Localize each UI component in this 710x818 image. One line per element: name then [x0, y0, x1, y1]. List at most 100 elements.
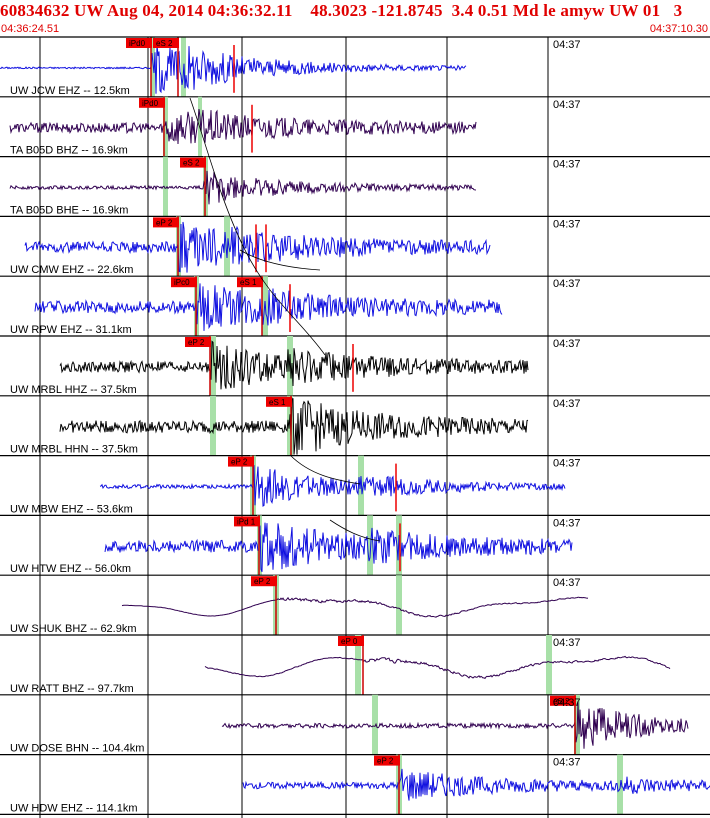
pick-flag[interactable]	[126, 38, 152, 48]
pick-flag[interactable]	[251, 576, 277, 587]
pick-label: eS 1	[269, 398, 286, 407]
event-title: 60834632 UW Aug 04, 2014 04:36:32.11 48.…	[0, 1, 683, 20]
minute-tick-label: 04:37	[553, 218, 581, 230]
pick-label: eS 2	[156, 39, 173, 48]
pick-window	[396, 575, 402, 635]
pick-flag[interactable]	[374, 755, 400, 766]
trace-row[interactable]: iPd0 TA B05D BHZ -- 16.9km 04:37	[0, 96, 710, 158]
pick-window	[210, 395, 216, 456]
station-label: TA B05D BHZ -- 16.9km	[10, 145, 128, 157]
pick-flag[interactable]	[338, 636, 364, 646]
trace-row[interactable]: iPd0 eS 2 UW JCW EHZ -- 12.5km 04:37	[0, 37, 710, 98]
moveout-curve	[239, 249, 321, 271]
station-label: UW CMW EHZ -- 22.6km	[10, 264, 133, 276]
trace-row[interactable]: eP 2 UW CMW EHZ -- 22.6km 04:37	[0, 216, 710, 277]
station-label: UW MRBL HHN -- 37.5km	[10, 444, 138, 456]
waveform	[242, 768, 710, 801]
minute-tick-label: 04:37	[553, 637, 581, 649]
station-label: UW RATT BHZ -- 97.7km	[10, 683, 134, 695]
pick-label: eP 2	[188, 338, 205, 347]
station-label: UW DOSE BHN -- 104.4km	[10, 743, 144, 755]
pick-window	[163, 96, 168, 157]
minute-tick-label: 04:37	[553, 577, 581, 589]
station-label: UW HTW EHZ -- 56.0km	[10, 563, 131, 575]
pick-flag[interactable]	[266, 396, 292, 407]
pick-flag[interactable]	[185, 337, 211, 347]
station-label: UW SHUK BHZ -- 62.9km	[10, 623, 137, 635]
pick-window	[198, 96, 202, 157]
trace-row[interactable]: eP 2 UW SHUK BHZ -- 62.9km 04:37	[0, 575, 710, 636]
pick-flag[interactable]	[237, 277, 263, 288]
pick-label: eS 2	[553, 697, 570, 706]
minute-tick-label: 04:37	[553, 159, 581, 171]
moveout-curve	[329, 519, 381, 542]
end-time: 04:37:10.30	[649, 23, 708, 35]
trace-row[interactable]: eS 2 UW DOSE BHN -- 104.4km 04:37	[0, 694, 710, 756]
pick-flag[interactable]	[171, 277, 197, 288]
waveform	[204, 655, 671, 680]
pick-window	[355, 635, 361, 695]
trace-row[interactable]: iPc0 eS 1 UW RPW EHZ -- 31.1km 04:37	[0, 276, 710, 337]
pick-flag[interactable]	[153, 38, 179, 48]
waveform	[99, 465, 566, 507]
pick-label: eP 2	[231, 458, 248, 467]
trace-row[interactable]: eP 2 UW HDW EHZ -- 114.1km 04:37	[0, 754, 710, 816]
waveform	[104, 522, 573, 572]
waveform	[0, 44, 467, 94]
pick-flag[interactable]	[139, 97, 165, 108]
waveform	[9, 108, 477, 145]
minute-tick-label: 04:37	[553, 757, 581, 769]
waveform	[59, 398, 529, 455]
pick-label: iPd0	[142, 99, 159, 108]
pick-window	[372, 694, 378, 755]
pick-label: eS 1	[240, 278, 257, 287]
trace-row[interactable]: eP 0 UW RATT BHZ -- 97.7km 04:37	[0, 635, 710, 696]
trace-row[interactable]: iPd 1 UW HTW EHZ -- 56.0km 04:37	[0, 515, 710, 576]
station-label: UW HDW EHZ -- 114.1km	[10, 802, 138, 814]
s-wave-moveout-curve	[189, 97, 326, 356]
minute-tick-label: 04:37	[553, 398, 581, 410]
pick-flag[interactable]	[153, 217, 179, 228]
pick-label: iPd 1	[237, 517, 256, 526]
station-label: UW MBW EHZ -- 53.6km	[10, 503, 133, 515]
pick-label: iPc0	[174, 278, 190, 287]
waveform	[121, 596, 589, 618]
waveform	[34, 283, 503, 331]
pick-flag[interactable]	[550, 695, 576, 706]
pick-flag[interactable]	[234, 516, 260, 527]
trace-row[interactable]: eS 1 UW MRBL HHN -- 37.5km 04:37	[0, 395, 710, 457]
station-label: TA B05D BHE -- 16.9km	[10, 204, 128, 216]
station-label: UW RPW EHZ -- 31.1km	[10, 324, 132, 336]
minute-tick-label: 04:37	[553, 338, 581, 350]
waveform	[24, 221, 491, 273]
pick-flag[interactable]	[180, 157, 206, 168]
pick-label: iPd0	[129, 39, 146, 48]
start-time: 04:36:24.51	[1, 23, 60, 35]
waveform	[9, 170, 477, 205]
station-label: UW MRBL HHZ -- 37.5km	[10, 384, 137, 396]
pick-label: eP 0	[341, 637, 358, 646]
minute-tick-label: 04:37	[553, 517, 581, 529]
trace-row[interactable]: eS 2 TA B05D BHE -- 16.9km 04:37	[0, 156, 710, 217]
pick-window	[224, 216, 230, 277]
trace-row[interactable]: eP 2 UW MBW EHZ -- 53.6km 04:37	[0, 455, 710, 517]
waveform	[221, 701, 689, 749]
minute-tick-label: 04:37	[553, 99, 581, 111]
minute-tick-label: 04:37	[553, 278, 581, 290]
minute-tick-label: 04:37	[553, 39, 581, 51]
pick-window	[163, 156, 168, 217]
moveout-curve	[289, 454, 361, 485]
pick-label: eS 2	[183, 159, 200, 168]
pick-label: eP 2	[156, 218, 173, 227]
pick-label: eP 2	[254, 577, 271, 586]
waveform	[59, 340, 529, 390]
pick-window	[367, 515, 373, 576]
pick-flag[interactable]	[228, 456, 254, 467]
station-label: UW JCW EHZ -- 12.5km	[10, 85, 130, 97]
minute-tick-label: 04:37	[553, 458, 581, 470]
minute-tick-label: 04:37	[553, 697, 581, 709]
trace-row[interactable]: eP 2 UW MRBL HHZ -- 37.5km 04:37	[0, 336, 710, 397]
pick-label: eP 2	[377, 757, 394, 766]
pick-window	[358, 455, 364, 516]
